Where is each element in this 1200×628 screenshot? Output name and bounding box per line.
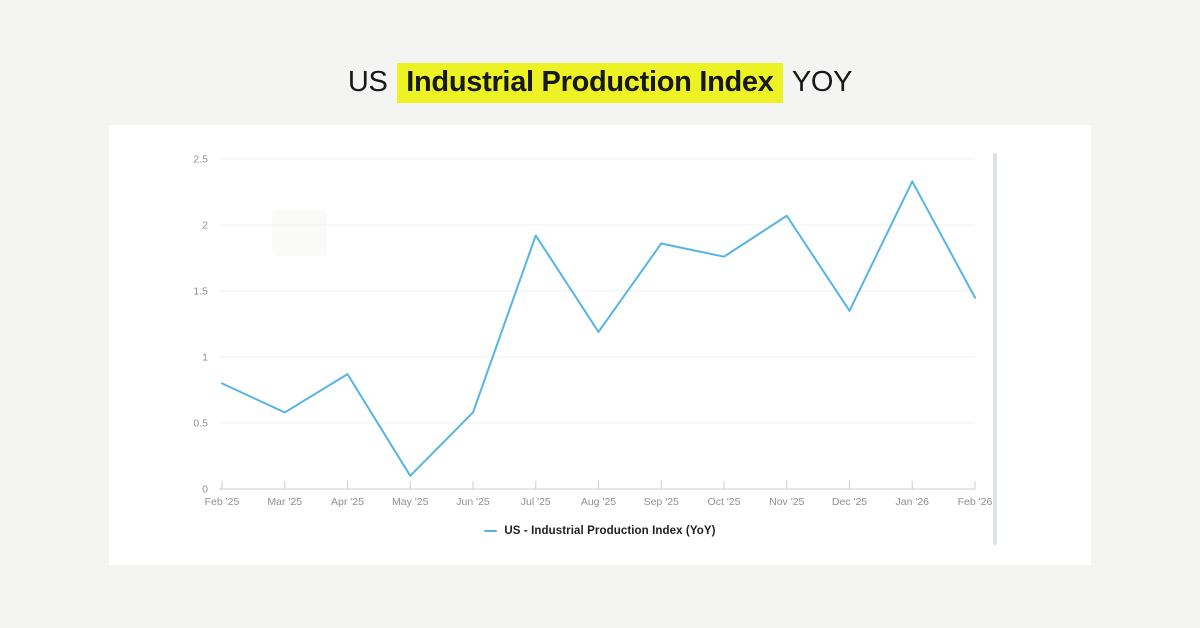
x-axis-label: Feb '25: [205, 496, 240, 508]
y-axis-label: 0: [202, 484, 208, 496]
chart-card: 0 0.5 1 1.5 2 2.5 Feb '25 Mar '25 Apr '25 May '25…: [109, 125, 1091, 565]
data-series-line: [221, 180, 976, 477]
vertical-scrollbar[interactable]: [993, 153, 997, 545]
x-axis-label: Jan '26: [895, 496, 929, 508]
x-axis-label: Apr '25: [331, 496, 364, 508]
legend-label: US - Industrial Production Index (YoY): [504, 525, 716, 537]
x-axis-label: Jun '25: [456, 496, 490, 508]
chart-legend[interactable]: US - Industrial Production Index (YoY): [109, 525, 1091, 537]
x-axis-label: Feb '26: [958, 496, 993, 508]
x-axis-label: Nov '25: [769, 496, 804, 508]
x-axis-label: May '25: [392, 496, 429, 508]
y-axis-label: 0.5: [193, 418, 208, 430]
watermark: [272, 210, 327, 256]
y-axis-label: 2: [202, 220, 208, 232]
y-axis-label: 1.5: [193, 286, 208, 298]
title-highlight: Industrial Production Index: [397, 63, 783, 103]
line-chart[interactable]: 0 0.5 1 1.5 2 2.5 Feb '25 Mar '25 Apr '25 May '25…: [109, 125, 1091, 565]
x-axis-label: Dec '25: [832, 496, 867, 508]
title-prefix: US: [347, 66, 388, 98]
y-axis-label: 1: [202, 352, 208, 364]
legend-line-marker-icon: [484, 530, 498, 532]
x-axis-label: Sep '25: [644, 496, 679, 508]
x-axis-label: Jul '25: [521, 496, 551, 508]
x-axis-label: Oct '25: [708, 496, 741, 508]
title-suffix: YOY: [791, 66, 853, 98]
y-axis-label: 2.5: [193, 154, 208, 166]
page-title: US Industrial Production Index YOY: [0, 62, 1200, 103]
x-axis-label: Aug '25: [581, 496, 616, 508]
x-axis-label: Mar '25: [267, 496, 302, 508]
